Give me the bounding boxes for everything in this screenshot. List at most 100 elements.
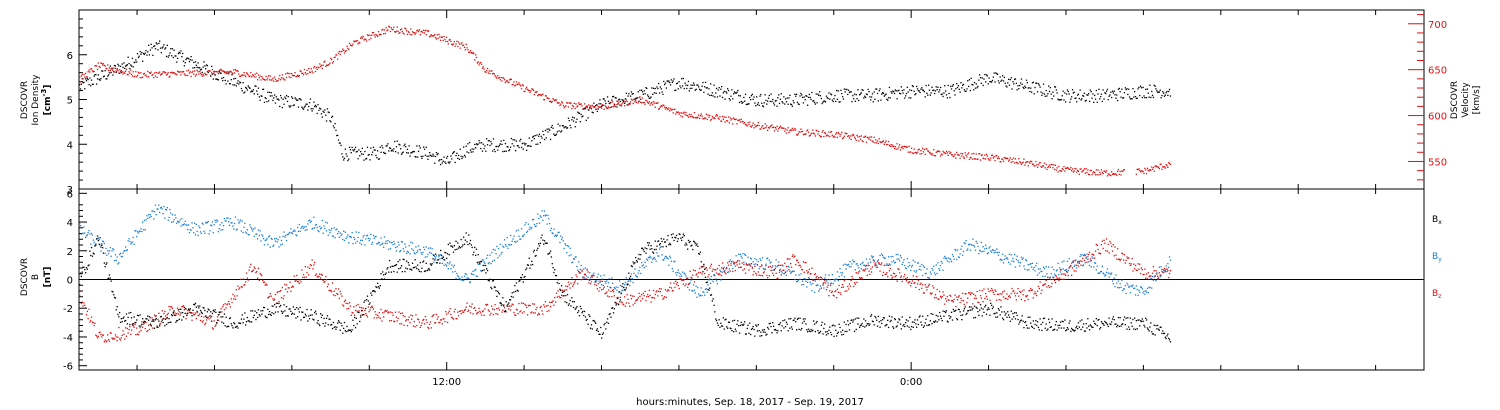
velocity-series-point <box>770 125 772 127</box>
density-series-point <box>853 98 855 100</box>
density-series-point <box>683 87 685 90</box>
density-series-point <box>527 145 529 147</box>
by-series-point <box>605 282 607 284</box>
velocity-series-point <box>542 93 544 95</box>
density-series-point <box>801 96 804 99</box>
velocity-series-point <box>263 79 266 81</box>
by-series-point <box>435 255 438 257</box>
velocity-series-point <box>355 40 357 42</box>
bz-series-point <box>694 270 696 272</box>
by-series-point <box>596 276 598 278</box>
bz-series-point <box>274 293 277 296</box>
by-series-point <box>434 257 437 259</box>
velocity-series-point <box>768 127 770 129</box>
velocity-series-point <box>401 30 403 33</box>
bz-series-point <box>165 315 167 317</box>
bz-series-point <box>893 273 896 275</box>
density-series-point <box>970 77 972 79</box>
velocity-series-point <box>609 102 611 105</box>
bz-series-point <box>745 264 747 266</box>
by-series-point <box>565 244 567 246</box>
density-series-point <box>257 93 259 95</box>
by-series-point <box>1065 268 1068 271</box>
density-series-point <box>724 98 726 100</box>
velocity-series-point <box>736 123 738 125</box>
bz-series-point <box>255 272 257 274</box>
velocity-series-point <box>861 140 863 142</box>
bz-series-point <box>601 289 603 291</box>
velocity-series-point <box>222 70 224 72</box>
bz-series-point <box>739 266 742 268</box>
density-series-point <box>336 134 338 137</box>
velocity-series-point <box>96 68 99 71</box>
density-series-point <box>784 103 786 105</box>
velocity-series-point <box>201 75 203 77</box>
bz-series-point <box>478 307 480 309</box>
by-series-point <box>401 241 403 243</box>
bz-series-point <box>187 309 189 312</box>
by-series-point <box>868 265 870 267</box>
bz-series-point <box>399 323 401 325</box>
density-series-point <box>450 155 452 157</box>
bz-series-point <box>852 278 854 280</box>
density-series-point <box>126 64 128 66</box>
density-series-point <box>222 76 225 79</box>
by-series-point <box>1102 272 1104 274</box>
density-series-point <box>494 150 496 153</box>
velocity-series-point <box>143 72 145 75</box>
density-series-point <box>1035 82 1037 84</box>
bz-series-point <box>559 297 561 299</box>
velocity-series-point <box>555 99 557 101</box>
velocity-series-point <box>187 74 189 77</box>
by-series-point <box>936 272 938 275</box>
bz-series-point <box>234 298 237 300</box>
density-series-point <box>795 95 797 97</box>
bz-series-point <box>812 279 814 281</box>
density-series-point <box>245 87 248 89</box>
density-series-point <box>499 143 501 145</box>
by-series-point <box>882 254 884 257</box>
density-series-point <box>567 117 570 119</box>
density-series-point <box>463 154 466 156</box>
velocity-series-point <box>707 114 709 116</box>
density-series-point <box>521 142 524 145</box>
density-series-point <box>729 99 731 101</box>
by-series-point <box>908 262 910 264</box>
velocity-series-point <box>645 99 647 101</box>
velocity-series-point <box>912 152 914 155</box>
velocity-series-point <box>916 152 918 155</box>
by-series-point <box>429 247 432 249</box>
bz-series-point <box>652 289 655 292</box>
density-series-point <box>182 52 184 55</box>
bz-series-point <box>733 262 736 264</box>
velocity-series-point <box>1161 168 1163 170</box>
velocity-series-point <box>188 69 190 71</box>
by-series-point <box>463 279 465 282</box>
density-series-point <box>687 80 690 83</box>
density-series-point <box>846 88 848 91</box>
by-series-point <box>335 229 337 231</box>
bz-series-point <box>316 276 318 278</box>
density-series-point <box>500 140 502 142</box>
velocity-series-point <box>921 152 923 155</box>
b-axis-title-line3: [nT] <box>43 267 53 288</box>
density-series-point <box>503 150 506 152</box>
bz-series-point <box>622 303 624 305</box>
velocity-series-point <box>840 133 842 136</box>
velocity-series-point <box>1123 169 1125 171</box>
bz-series-point <box>702 265 704 268</box>
density-series-point <box>351 146 353 149</box>
bz-series-point <box>637 297 639 299</box>
density-series-point <box>292 104 294 107</box>
bz-series-point <box>446 313 448 315</box>
velocity-series-point <box>1151 166 1153 168</box>
density-series-point <box>1087 94 1089 96</box>
velocity-series-point <box>354 41 356 43</box>
density-series-point <box>440 163 442 166</box>
density-series-point <box>739 95 742 97</box>
by-series-point <box>715 278 717 280</box>
by-series-point <box>288 232 290 234</box>
density-series-point <box>1034 86 1036 89</box>
by-series-point <box>207 220 209 223</box>
density-series-point <box>440 158 443 161</box>
